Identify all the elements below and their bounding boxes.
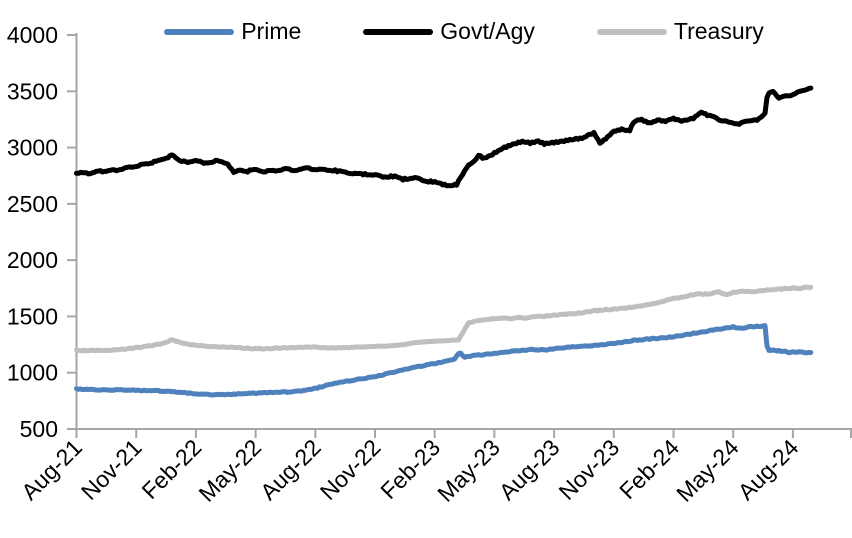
- x-axis-tick-label: Aug-22: [255, 434, 326, 505]
- series-line-prime: [74, 323, 814, 398]
- x-axis-tick-label: Aug-24: [733, 434, 804, 505]
- x-axis-tick-label: May-23: [432, 434, 505, 507]
- series-line-govt-agy: [74, 85, 814, 189]
- y-axis-tick-label: 1000: [7, 360, 58, 386]
- x-axis-tick-label: Nov-22: [315, 434, 386, 505]
- x-axis-tick-label: Nov-21: [76, 434, 147, 505]
- y-axis-tick-label: 4000: [7, 22, 58, 48]
- x-axis-tick-label: Aug-23: [494, 434, 565, 505]
- x-axis-tick-label: Aug-21: [16, 434, 87, 505]
- series-line-treasury: [74, 284, 814, 354]
- y-axis-tick-label: 1500: [7, 303, 58, 329]
- y-axis-tick-label: 3000: [7, 135, 58, 161]
- y-axis-tick-label: 2500: [7, 191, 58, 217]
- y-axis-tick-label: 3500: [7, 78, 58, 104]
- axes: 4000350030002500200015001000500Aug-21Nov…: [7, 22, 852, 507]
- x-axis-tick-label: Feb-22: [137, 434, 207, 504]
- x-axis-tick-label: May-22: [194, 434, 267, 507]
- x-axis-tick-label: Nov-23: [554, 434, 625, 505]
- x-axis-tick-label: Feb-24: [614, 434, 684, 504]
- x-axis-tick-label: Feb-23: [375, 434, 445, 504]
- x-axis-tick-label: May-24: [671, 434, 744, 507]
- y-axis-tick-label: 2000: [7, 247, 58, 273]
- y-axis-tick-label: 500: [20, 416, 58, 442]
